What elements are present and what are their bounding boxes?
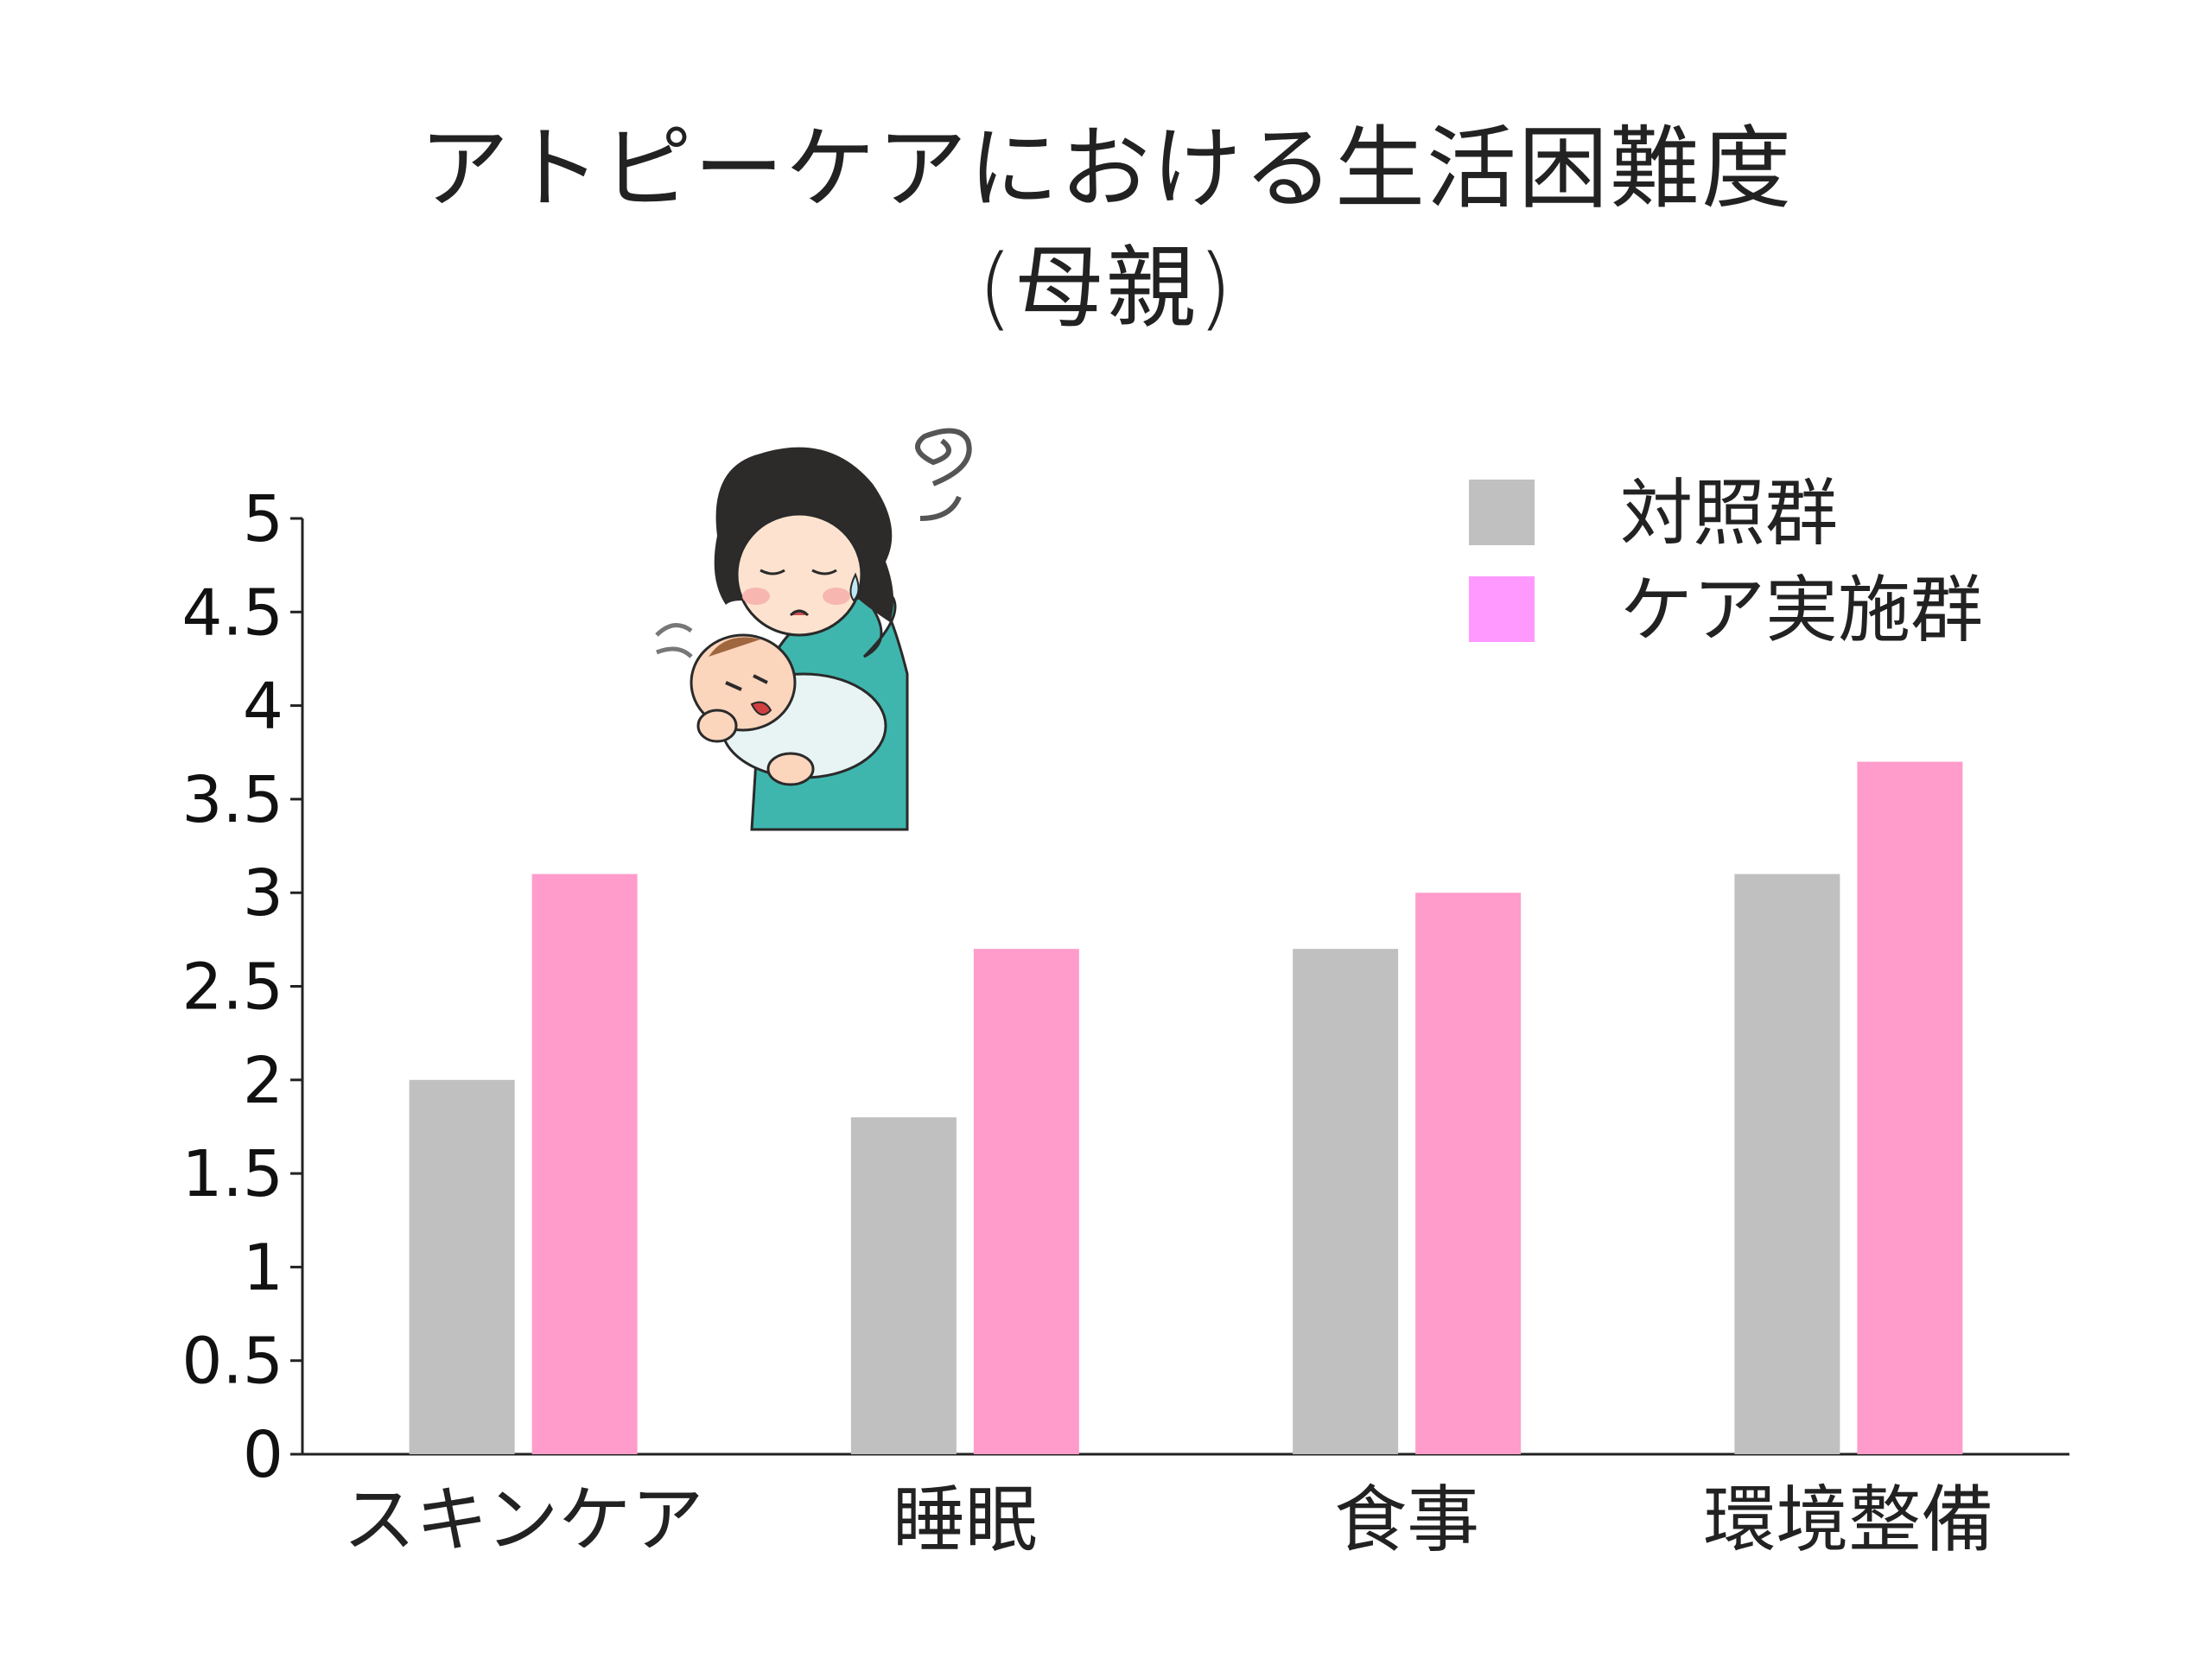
chart-subtitle: (母親) (977, 235, 1235, 340)
axes: 0 0.5 1 1.5 2 2.5 3 3.5 4 4.5 5 (181, 482, 2069, 1492)
y-tick-label: 3 (243, 856, 283, 931)
y-tick-label: 5 (243, 482, 283, 556)
y-tick-label: 0.5 (181, 1325, 283, 1399)
category-label: 食事 (1334, 1478, 1479, 1562)
category-label: 環境整備 (1703, 1478, 1993, 1562)
category-label: スキンケア (343, 1478, 703, 1562)
y-tick-label: 1.5 (181, 1137, 283, 1211)
y-tick-label: 2.5 (181, 950, 283, 1025)
category-label: 睡眠 (893, 1478, 1038, 1562)
y-tick-label: 4.5 (181, 575, 283, 650)
bar (1734, 874, 1840, 1454)
legend-label: ケア実施群 (1620, 568, 1983, 652)
mother-baby-illustration (655, 428, 972, 831)
y-tick-label: 0 (243, 1418, 283, 1492)
bar (531, 874, 638, 1454)
bar (973, 949, 1079, 1454)
bar (1415, 893, 1522, 1454)
mother-face (735, 512, 863, 637)
category-labels: スキンケア 睡眠 食事 環境整備 (343, 1478, 1994, 1562)
y-tick-label: 4 (243, 670, 283, 744)
bar (1293, 949, 1399, 1454)
chart-title: アトピーケアにおける生活困難度 (418, 116, 1793, 221)
legend-swatch (1469, 480, 1535, 545)
bar (409, 1079, 515, 1454)
y-tick-label: 3.5 (181, 763, 283, 837)
legend-label: 対照群 (1620, 471, 1838, 556)
bars (409, 761, 1963, 1454)
bar (850, 1117, 957, 1454)
y-tick-label: 1 (243, 1230, 283, 1305)
swirl-icon (915, 428, 972, 486)
bar (1857, 761, 1963, 1454)
y-tick-label: 2 (243, 1044, 283, 1118)
legend-swatch (1469, 576, 1535, 642)
